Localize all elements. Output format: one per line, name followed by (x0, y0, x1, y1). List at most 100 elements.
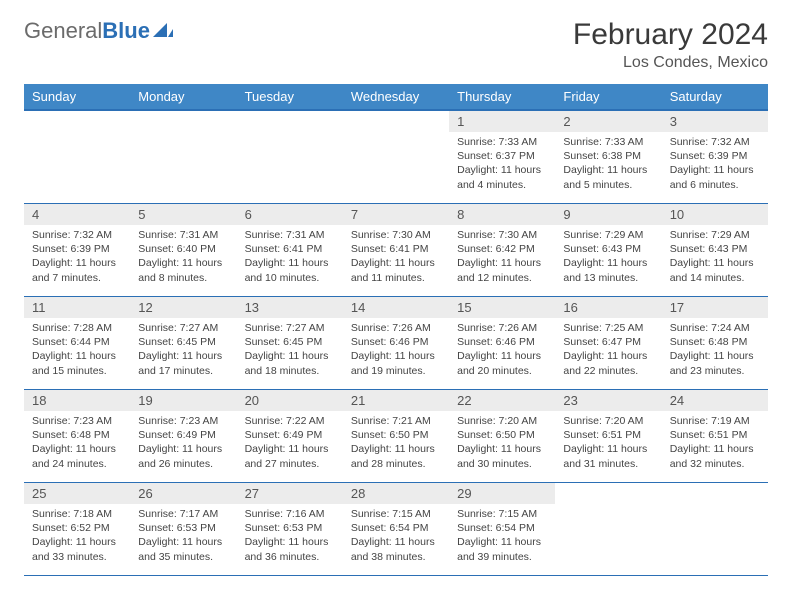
day-number: 27 (237, 483, 343, 504)
day-number: 15 (449, 297, 555, 318)
weekday-header: Wednesday (343, 84, 449, 110)
day-details: Sunrise: 7:31 AMSunset: 6:41 PMDaylight:… (237, 225, 343, 291)
calendar-day-cell (24, 110, 130, 204)
day-details: Sunrise: 7:32 AMSunset: 6:39 PMDaylight:… (24, 225, 130, 291)
day-details: Sunrise: 7:28 AMSunset: 6:44 PMDaylight:… (24, 318, 130, 384)
calendar-day-cell: 26Sunrise: 7:17 AMSunset: 6:53 PMDayligh… (130, 483, 236, 576)
calendar-week-row: 25Sunrise: 7:18 AMSunset: 6:52 PMDayligh… (24, 483, 768, 576)
day-number: 5 (130, 204, 236, 225)
day-number: 14 (343, 297, 449, 318)
day-details: Sunrise: 7:15 AMSunset: 6:54 PMDaylight:… (343, 504, 449, 570)
calendar-day-cell: 24Sunrise: 7:19 AMSunset: 6:51 PMDayligh… (662, 390, 768, 483)
calendar-day-cell: 15Sunrise: 7:26 AMSunset: 6:46 PMDayligh… (449, 297, 555, 390)
day-number: 12 (130, 297, 236, 318)
weekday-header: Thursday (449, 84, 555, 110)
logo: GeneralBlue (24, 18, 173, 44)
calendar-day-cell: 6Sunrise: 7:31 AMSunset: 6:41 PMDaylight… (237, 204, 343, 297)
calendar-week-row: 4Sunrise: 7:32 AMSunset: 6:39 PMDaylight… (24, 204, 768, 297)
day-number: 8 (449, 204, 555, 225)
day-details: Sunrise: 7:29 AMSunset: 6:43 PMDaylight:… (555, 225, 661, 291)
calendar-day-cell: 22Sunrise: 7:20 AMSunset: 6:50 PMDayligh… (449, 390, 555, 483)
day-details: Sunrise: 7:16 AMSunset: 6:53 PMDaylight:… (237, 504, 343, 570)
calendar-day-cell: 9Sunrise: 7:29 AMSunset: 6:43 PMDaylight… (555, 204, 661, 297)
logo-text-blue: Blue (102, 18, 150, 44)
calendar-day-cell: 28Sunrise: 7:15 AMSunset: 6:54 PMDayligh… (343, 483, 449, 576)
calendar-day-cell: 7Sunrise: 7:30 AMSunset: 6:41 PMDaylight… (343, 204, 449, 297)
calendar-header-row: SundayMondayTuesdayWednesdayThursdayFrid… (24, 84, 768, 110)
day-details: Sunrise: 7:32 AMSunset: 6:39 PMDaylight:… (662, 132, 768, 198)
calendar-week-row: 11Sunrise: 7:28 AMSunset: 6:44 PMDayligh… (24, 297, 768, 390)
day-number: 11 (24, 297, 130, 318)
day-details: Sunrise: 7:17 AMSunset: 6:53 PMDaylight:… (130, 504, 236, 570)
day-details: Sunrise: 7:30 AMSunset: 6:42 PMDaylight:… (449, 225, 555, 291)
day-details: Sunrise: 7:27 AMSunset: 6:45 PMDaylight:… (130, 318, 236, 384)
page-subtitle: Los Condes, Mexico (573, 54, 768, 72)
day-details: Sunrise: 7:26 AMSunset: 6:46 PMDaylight:… (449, 318, 555, 384)
day-number: 4 (24, 204, 130, 225)
day-details: Sunrise: 7:22 AMSunset: 6:49 PMDaylight:… (237, 411, 343, 477)
day-details: Sunrise: 7:29 AMSunset: 6:43 PMDaylight:… (662, 225, 768, 291)
calendar-day-cell: 4Sunrise: 7:32 AMSunset: 6:39 PMDaylight… (24, 204, 130, 297)
day-number: 21 (343, 390, 449, 411)
weekday-header: Friday (555, 84, 661, 110)
day-number: 18 (24, 390, 130, 411)
calendar-day-cell: 11Sunrise: 7:28 AMSunset: 6:44 PMDayligh… (24, 297, 130, 390)
calendar-day-cell: 20Sunrise: 7:22 AMSunset: 6:49 PMDayligh… (237, 390, 343, 483)
calendar-day-cell: 3Sunrise: 7:32 AMSunset: 6:39 PMDaylight… (662, 110, 768, 204)
day-number: 3 (662, 111, 768, 132)
day-number: 20 (237, 390, 343, 411)
logo-sail-icon (153, 21, 173, 37)
day-number: 26 (130, 483, 236, 504)
logo-text-gray: General (24, 18, 102, 44)
day-details: Sunrise: 7:19 AMSunset: 6:51 PMDaylight:… (662, 411, 768, 477)
calendar-week-row: 18Sunrise: 7:23 AMSunset: 6:48 PMDayligh… (24, 390, 768, 483)
day-number: 9 (555, 204, 661, 225)
day-details: Sunrise: 7:20 AMSunset: 6:50 PMDaylight:… (449, 411, 555, 477)
calendar-table: SundayMondayTuesdayWednesdayThursdayFrid… (24, 84, 768, 576)
calendar-day-cell: 5Sunrise: 7:31 AMSunset: 6:40 PMDaylight… (130, 204, 236, 297)
day-number: 22 (449, 390, 555, 411)
calendar-day-cell: 25Sunrise: 7:18 AMSunset: 6:52 PMDayligh… (24, 483, 130, 576)
day-number: 24 (662, 390, 768, 411)
page-header: GeneralBlue February 2024 Los Condes, Me… (24, 18, 768, 72)
day-details: Sunrise: 7:23 AMSunset: 6:49 PMDaylight:… (130, 411, 236, 477)
day-number: 17 (662, 297, 768, 318)
day-number: 2 (555, 111, 661, 132)
day-details: Sunrise: 7:18 AMSunset: 6:52 PMDaylight:… (24, 504, 130, 570)
day-details: Sunrise: 7:25 AMSunset: 6:47 PMDaylight:… (555, 318, 661, 384)
day-details: Sunrise: 7:23 AMSunset: 6:48 PMDaylight:… (24, 411, 130, 477)
page-title: February 2024 (573, 18, 768, 52)
calendar-day-cell: 16Sunrise: 7:25 AMSunset: 6:47 PMDayligh… (555, 297, 661, 390)
day-details: Sunrise: 7:26 AMSunset: 6:46 PMDaylight:… (343, 318, 449, 384)
day-number: 19 (130, 390, 236, 411)
calendar-day-cell: 23Sunrise: 7:20 AMSunset: 6:51 PMDayligh… (555, 390, 661, 483)
calendar-day-cell: 13Sunrise: 7:27 AMSunset: 6:45 PMDayligh… (237, 297, 343, 390)
calendar-day-cell: 10Sunrise: 7:29 AMSunset: 6:43 PMDayligh… (662, 204, 768, 297)
day-details: Sunrise: 7:30 AMSunset: 6:41 PMDaylight:… (343, 225, 449, 291)
day-details: Sunrise: 7:20 AMSunset: 6:51 PMDaylight:… (555, 411, 661, 477)
calendar-week-row: 1Sunrise: 7:33 AMSunset: 6:37 PMDaylight… (24, 110, 768, 204)
calendar-day-cell (130, 110, 236, 204)
day-details: Sunrise: 7:15 AMSunset: 6:54 PMDaylight:… (449, 504, 555, 570)
day-number: 1 (449, 111, 555, 132)
calendar-day-cell: 17Sunrise: 7:24 AMSunset: 6:48 PMDayligh… (662, 297, 768, 390)
day-number: 13 (237, 297, 343, 318)
calendar-day-cell (555, 483, 661, 576)
day-number: 16 (555, 297, 661, 318)
calendar-day-cell (662, 483, 768, 576)
day-number: 28 (343, 483, 449, 504)
calendar-day-cell: 27Sunrise: 7:16 AMSunset: 6:53 PMDayligh… (237, 483, 343, 576)
day-number: 23 (555, 390, 661, 411)
calendar-day-cell: 2Sunrise: 7:33 AMSunset: 6:38 PMDaylight… (555, 110, 661, 204)
weekday-header: Saturday (662, 84, 768, 110)
calendar-day-cell: 1Sunrise: 7:33 AMSunset: 6:37 PMDaylight… (449, 110, 555, 204)
calendar-day-cell: 12Sunrise: 7:27 AMSunset: 6:45 PMDayligh… (130, 297, 236, 390)
day-number: 29 (449, 483, 555, 504)
day-number: 6 (237, 204, 343, 225)
day-details: Sunrise: 7:33 AMSunset: 6:37 PMDaylight:… (449, 132, 555, 198)
day-details: Sunrise: 7:27 AMSunset: 6:45 PMDaylight:… (237, 318, 343, 384)
calendar-page: GeneralBlue February 2024 Los Condes, Me… (0, 0, 792, 594)
calendar-day-cell: 19Sunrise: 7:23 AMSunset: 6:49 PMDayligh… (130, 390, 236, 483)
weekday-header: Tuesday (237, 84, 343, 110)
calendar-day-cell: 18Sunrise: 7:23 AMSunset: 6:48 PMDayligh… (24, 390, 130, 483)
